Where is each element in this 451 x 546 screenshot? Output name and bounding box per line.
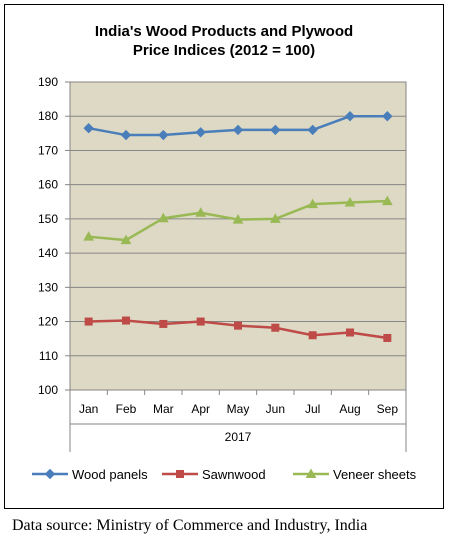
x-axis: 2017 Jan Feb Mar Apr May Jun Jul Aug Sep — [69, 390, 407, 452]
legend-label-sawnwood: Sawnwood — [202, 467, 266, 482]
x-tick-label: Sep — [377, 402, 399, 416]
x-tick-label: Apr — [191, 402, 210, 416]
data-point-wood-panels — [344, 111, 356, 122]
chart-title-line-1: India's Wood Products and Plywood — [94, 23, 354, 40]
data-point-wood-panels — [120, 129, 132, 141]
data-point-veneer-sheets — [195, 207, 207, 217]
data-point-sawnwood — [308, 331, 317, 340]
data-point-sawnwood — [234, 321, 242, 330]
x-tick-label: Jul — [305, 402, 320, 416]
legend-label-wood-panels: Wood panels — [72, 467, 148, 482]
data-point-sawnwood — [84, 317, 93, 326]
data-point-sawnwood — [196, 317, 205, 326]
series-sawnwood — [84, 316, 392, 342]
y-tick-label: 160 — [38, 178, 58, 192]
data-point-wood-panels — [83, 122, 94, 134]
data-point-sawnwood — [346, 328, 354, 337]
chart-title-line-2: Price Indices (2012 = 100) — [132, 42, 316, 59]
chart-title: India's Wood Products and Plywood Price … — [4, 22, 444, 60]
x-tick-label: Mar — [153, 402, 174, 416]
y-tick-label: 190 — [38, 75, 58, 89]
data-point-wood-panels — [382, 111, 393, 122]
legend-marker-veneer-sheets — [305, 468, 317, 478]
data-source-note: Data source: Ministry of Commerce and In… — [12, 517, 368, 534]
data-point-veneer-sheets — [120, 234, 132, 245]
data-point-sawnwood — [271, 323, 280, 332]
y-tick-label: 150 — [38, 212, 58, 226]
data-point-wood-panels — [195, 127, 206, 138]
y-tick-label: 140 — [38, 246, 58, 260]
y-tick-label: 130 — [38, 280, 58, 294]
y-tick-label: 110 — [39, 349, 58, 363]
y-tick-label: 170 — [38, 143, 58, 157]
legend-marker-sawnwood — [176, 470, 184, 478]
data-point-sawnwood — [159, 319, 168, 328]
data-point-sawnwood — [122, 316, 130, 325]
series — [83, 111, 393, 342]
data-point-wood-panels — [232, 124, 244, 136]
data-point-wood-panels — [307, 124, 318, 136]
data-point-veneer-sheets — [232, 214, 244, 224]
data-point-veneer-sheets — [157, 212, 169, 223]
y-tick-label: 180 — [38, 109, 58, 123]
x-tick-label: May — [227, 402, 250, 416]
series-wood-panels — [83, 111, 393, 141]
data-point-veneer-sheets — [344, 196, 356, 207]
x-tick-label: Jan — [79, 402, 98, 416]
data-point-veneer-sheets — [381, 195, 393, 206]
data-point-veneer-sheets — [307, 198, 319, 209]
x-tick-label: Jun — [266, 402, 285, 416]
legend: Wood panels Sawnwood Veneer sheets — [32, 467, 417, 482]
x-tick-label: Aug — [339, 402, 360, 416]
data-point-veneer-sheets — [269, 213, 281, 223]
data-point-sawnwood — [383, 333, 392, 342]
legend-label-veneer-sheets: Veneer sheets — [333, 467, 417, 482]
data-point-wood-panels — [158, 129, 169, 141]
x-tick-label: Feb — [116, 402, 137, 416]
y-tick-label: 100 — [38, 383, 58, 397]
y-tick-label: 120 — [38, 315, 58, 329]
x-axis-group-label: 2017 — [225, 430, 252, 444]
legend-marker-wood-panels — [44, 468, 56, 480]
data-point-wood-panels — [270, 124, 281, 136]
y-axis: 100 110 120 130 140 150 160 170 180 190 — [38, 75, 70, 397]
data-point-veneer-sheets — [83, 231, 95, 241]
series-veneer-sheets — [83, 195, 393, 245]
